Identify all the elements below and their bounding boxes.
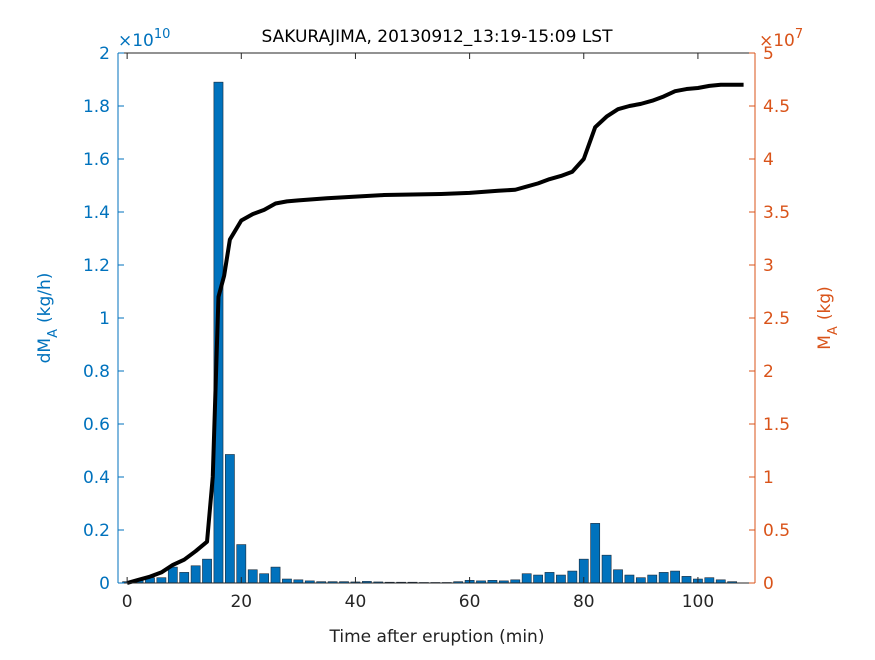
exponent-base: ×10 bbox=[759, 31, 795, 51]
y2-tick-label: 4 bbox=[763, 150, 774, 170]
bar bbox=[704, 577, 715, 584]
exponent-base: ×10 bbox=[118, 31, 154, 51]
y-tick-label: 0.2 bbox=[83, 521, 110, 541]
bar bbox=[282, 578, 292, 584]
y2-tick-label: 4.5 bbox=[763, 97, 790, 117]
x-axis-label: Time after eruption (min) bbox=[329, 627, 545, 647]
bar bbox=[225, 454, 235, 584]
x-tick-label: 20 bbox=[230, 592, 252, 612]
axis-label-sub: A bbox=[826, 326, 841, 335]
axis-label: MA (kg) bbox=[815, 286, 841, 349]
bar bbox=[635, 577, 646, 584]
y-tick-label: 0 bbox=[99, 574, 110, 594]
y2-tick-label: 0.5 bbox=[763, 521, 790, 541]
bar bbox=[681, 576, 692, 584]
axis-label: dMA (kg/h) bbox=[35, 273, 61, 364]
bar bbox=[590, 523, 601, 584]
axis-label-main: M bbox=[815, 335, 835, 350]
y-tick-label: 0.4 bbox=[83, 468, 110, 488]
bar bbox=[259, 573, 269, 584]
bar bbox=[167, 566, 178, 584]
y-tick-label: 1.6 bbox=[83, 150, 110, 170]
exponent-power: 10 bbox=[154, 27, 171, 42]
y-tick-label: 2 bbox=[99, 44, 110, 64]
x-tick-label: 40 bbox=[345, 592, 367, 612]
bar bbox=[156, 577, 167, 584]
bar bbox=[658, 572, 669, 584]
axis-exponent: ×107 bbox=[759, 27, 803, 51]
bar bbox=[202, 558, 212, 584]
bar bbox=[533, 574, 543, 584]
x-tick-label: 0 bbox=[122, 592, 133, 612]
bar bbox=[521, 573, 532, 584]
bar bbox=[670, 570, 680, 584]
y2-tick-label: 3 bbox=[763, 256, 774, 276]
bar bbox=[601, 554, 612, 584]
axis-label-unit: (kg) bbox=[815, 286, 835, 320]
exponent-power: 7 bbox=[795, 27, 803, 42]
chart-title: SAKURAJIMA, 20130912_13:19-15:09 LST bbox=[262, 27, 614, 47]
x-tick-label: 80 bbox=[573, 592, 595, 612]
axis-label-unit: (kg/h) bbox=[35, 273, 55, 323]
y-tick-label: 1.4 bbox=[83, 203, 110, 223]
y-tick-label: 1.8 bbox=[83, 97, 110, 117]
bar bbox=[247, 569, 258, 584]
bar bbox=[270, 566, 281, 584]
y2-tick-label: 3.5 bbox=[763, 203, 790, 223]
axis-label-sub: A bbox=[46, 329, 61, 338]
y-tick-label: 0.8 bbox=[83, 362, 110, 382]
bar bbox=[544, 572, 555, 584]
line bbox=[126, 82, 744, 585]
bar bbox=[613, 569, 623, 584]
y-tick-label: 1 bbox=[99, 309, 110, 329]
y-tick-label: 1.2 bbox=[83, 256, 110, 276]
bar bbox=[567, 570, 578, 584]
x-tick-label: 100 bbox=[682, 592, 714, 612]
bar bbox=[624, 574, 635, 584]
y2-tick-label: 2 bbox=[763, 362, 774, 382]
axis-label-main: dM bbox=[35, 338, 55, 363]
x-tick-label: 60 bbox=[459, 592, 481, 612]
y2-tick-label: 2.5 bbox=[763, 309, 790, 329]
axis-exponent: ×1010 bbox=[118, 27, 170, 51]
y2-tick-label: 1.5 bbox=[763, 415, 790, 435]
y2-tick-label: 1 bbox=[763, 468, 774, 488]
bar bbox=[556, 574, 566, 584]
y2-tick-label: 0 bbox=[763, 574, 774, 594]
bar bbox=[647, 574, 658, 584]
y2-tick-label: 5 bbox=[763, 44, 774, 64]
bar bbox=[179, 572, 190, 584]
bar bbox=[190, 565, 201, 584]
y-tick-label: 0.6 bbox=[83, 415, 110, 435]
